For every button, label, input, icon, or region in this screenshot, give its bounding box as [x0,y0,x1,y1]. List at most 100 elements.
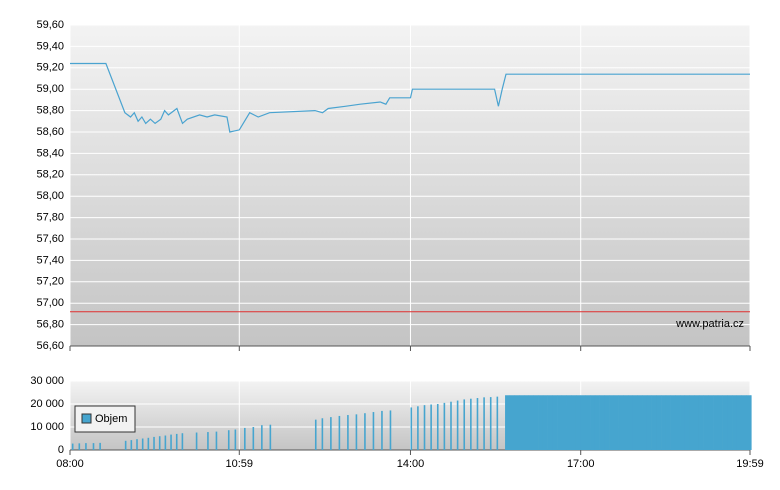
volume-bar [637,395,643,450]
volume-bar [338,415,341,450]
y-tick-label: 10 000 [30,421,64,433]
volume-bar [227,430,230,450]
volume-bar [571,395,577,450]
volume-bar [651,395,657,450]
volume-bar [147,437,150,450]
volume-bar [417,406,419,450]
volume-bar [175,433,178,450]
price-line [70,62,750,133]
volume-bar [195,432,198,450]
volume-bar [164,435,167,450]
volume-bar [321,418,324,450]
volume-bar [661,395,667,450]
legend-swatch [81,413,92,424]
volume-bar [71,443,74,450]
volume-bar [713,395,719,450]
y-tick-label: 20 000 [30,398,64,410]
watermark: www.patria.cz [675,318,744,330]
volume-bar [470,398,472,450]
volume-bar [509,395,515,450]
volume-bar [136,439,138,450]
volume-bar [722,395,728,450]
volume-bar [92,443,95,450]
volume-bar [656,395,662,450]
volume-bar [557,395,563,450]
y-tick-label: 59,00 [36,83,64,95]
volume-bar [528,395,534,450]
volume-bar [590,395,596,450]
volume-bar [561,395,567,450]
volume-bar [717,395,723,450]
volume-bar [746,395,751,450]
volume-bar [680,395,686,450]
volume-bar [381,410,383,450]
volume-bar [665,395,671,450]
volume-bar [689,395,695,450]
y-tick-label: 56,80 [36,319,64,331]
x-tick-label: 14:00 [397,458,425,470]
volume-bar [585,395,591,450]
volume-bar [727,395,733,450]
volume-bar [153,436,155,450]
volume-bar [547,395,553,450]
x-tick-label: 17:00 [567,458,595,470]
volume-bar [575,395,582,450]
volume-bar [580,395,586,450]
volume-bar [627,395,634,450]
y-tick-label: 0 [58,444,64,456]
volume-bar [314,419,317,450]
volume-bar [476,398,479,450]
y-tick-label: 58,80 [36,105,64,117]
y-tick-label: 57,80 [36,212,64,224]
y-tick-label: 58,20 [36,169,64,181]
y-tick-label: 56,60 [36,340,64,352]
volume-bar [181,433,184,450]
volume-bar [646,395,652,450]
volume-bar [252,427,255,450]
y-tick-label: 57,20 [36,276,64,288]
volume-bar [533,395,539,450]
volume-bar [450,401,452,450]
volume-bar [423,405,426,450]
x-tick-label: 19:59 [736,458,764,470]
volume-bar [436,404,439,450]
volume-bar [708,395,714,450]
volume-bar [234,429,237,450]
volume-bar [85,443,87,450]
volume-bar [552,395,558,450]
volume-bar [261,425,263,450]
volume-bar [410,407,413,450]
volume-bar [703,395,709,450]
volume-bar [566,395,572,450]
volume-bar [642,395,648,450]
volume-bar [430,404,432,450]
volume-bar [443,402,446,450]
y-tick-label: 57,00 [36,297,64,309]
volume-bar [618,395,624,450]
volume-bar [505,395,511,450]
volume-bar [542,395,548,450]
y-tick-label: 59,60 [36,19,64,31]
volume-bar [594,395,600,450]
volume-bar [632,395,638,450]
y-tick-label: 30 000 [30,375,64,387]
volume-bar [269,424,272,450]
volume-bar [170,434,172,450]
volume-bar [684,395,690,450]
volume-bar [389,410,392,450]
volume-bar [741,395,747,450]
volume-bar [670,395,676,450]
y-tick-label: 59,40 [36,40,64,52]
volume-bar [463,399,466,450]
y-tick-label: 58,00 [36,190,64,202]
volume-bar [675,395,681,450]
y-tick-label: 58,40 [36,147,64,159]
volume-bar [732,395,738,450]
volume-bar [99,442,101,450]
volume-bar [698,395,704,450]
volume-bar [599,395,605,450]
volume-bar [483,397,485,450]
volume-bar [124,440,127,450]
volume-bar [207,432,209,450]
